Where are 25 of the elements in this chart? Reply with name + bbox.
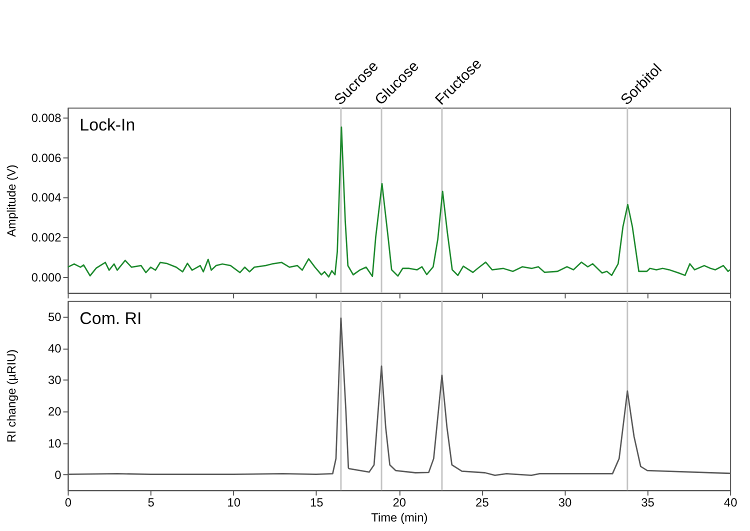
x-axis-title: Time (min) [371,510,428,524]
y-tick-label: 0 [54,468,62,482]
x-tick-label: 15 [310,496,324,510]
y-tick-label: 30 [48,373,62,388]
y-tick-label: 0.002 [31,230,62,245]
y-tick-label: 0.000 [31,270,62,284]
y-tick-label: 10 [48,436,62,450]
x-tick-label: 5 [148,496,155,510]
x-tick-label: 20 [392,496,406,510]
chart-title: Lock-In [80,116,136,135]
chart-title: Com. RI [80,308,142,328]
x-tick-label: 35 [641,496,655,510]
x-tick-label: 10 [227,496,241,510]
y-tick-label: 50 [48,310,62,324]
x-tick-label: 30 [558,496,572,510]
x-tick-label: 0 [64,496,72,510]
x-tick-label: 40 [724,496,738,510]
x-tick-label: 25 [476,496,490,510]
y-axis-title: Amplitude (V) [4,164,18,237]
y-axis-title: RI change (µRIU) [4,349,18,443]
y-tick-label: 0.004 [31,190,62,205]
y-tick-label: 20 [48,404,62,419]
y-tick-label: 0.008 [31,111,62,126]
y-tick-label: 0.006 [31,150,62,165]
y-tick-label: 40 [48,342,62,356]
